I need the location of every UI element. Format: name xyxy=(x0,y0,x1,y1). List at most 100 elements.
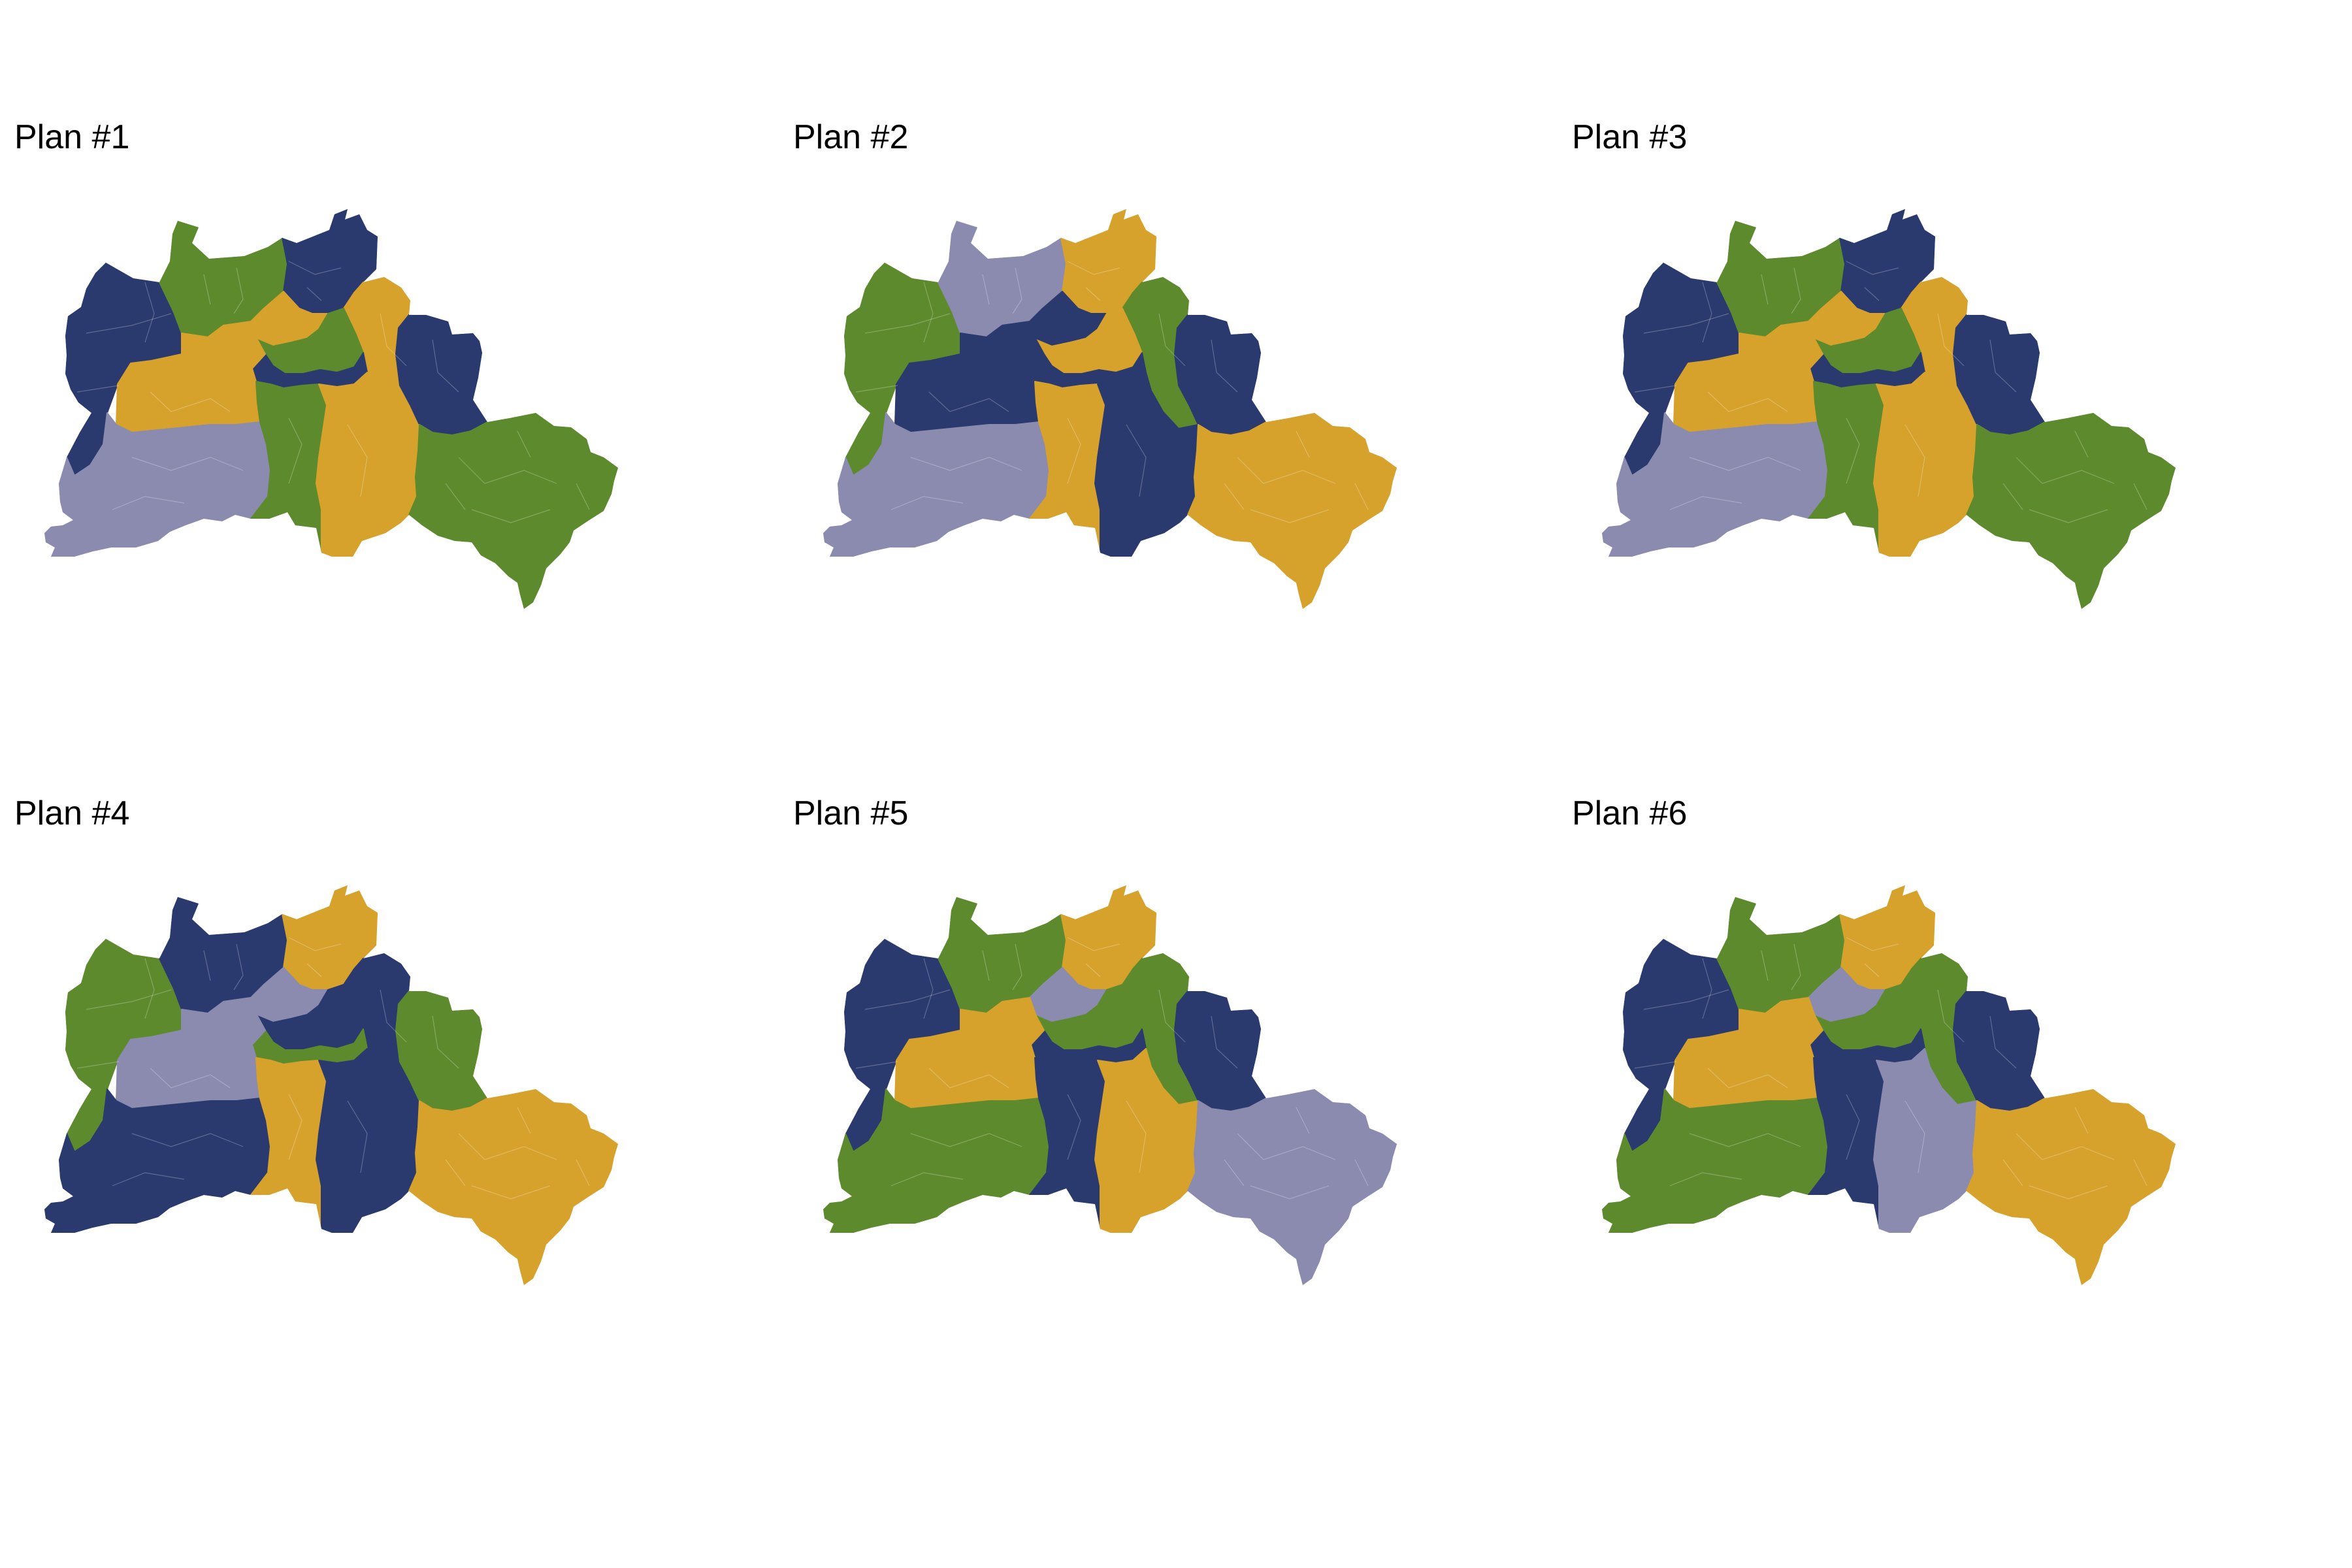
sub-district-boundary xyxy=(2074,1107,2089,1134)
sub-district-boundary xyxy=(1067,937,1120,951)
sub-district-boundary xyxy=(445,483,466,510)
sub-district-boundary xyxy=(131,1133,244,1147)
sub-district-boundary xyxy=(1989,339,2017,393)
sub-district-boundary xyxy=(288,937,342,951)
sub-district-boundary xyxy=(347,1100,368,1173)
district-southeast xyxy=(1966,1088,2176,1285)
sub-district-boundary xyxy=(1707,1068,1788,1088)
sub-district-boundary xyxy=(910,1133,1022,1147)
district-southeast xyxy=(408,412,618,609)
sub-district-boundary xyxy=(855,385,898,393)
sub-district-boundary xyxy=(306,963,322,977)
sub-district-boundary xyxy=(233,267,244,314)
sub-district-boundary xyxy=(1846,937,1899,951)
sub-district-boundary xyxy=(203,950,211,981)
district-south-center xyxy=(250,381,327,553)
sub-district-boundary xyxy=(1237,457,1336,484)
sub-district-boundary xyxy=(76,1061,120,1069)
plan-title: Plan #2 xyxy=(793,118,909,156)
sub-district-boundary xyxy=(1354,1159,1369,1186)
sub-district-boundary xyxy=(86,989,172,1010)
sub-district-boundary xyxy=(2029,509,2108,523)
sub-district-boundary xyxy=(1126,1100,1147,1173)
sub-district-boundary xyxy=(1634,1061,1677,1069)
sub-district-boundary xyxy=(233,943,244,990)
sub-district-boundary xyxy=(890,496,964,510)
district-southwest xyxy=(1602,412,1829,557)
plan-panel-2: Plan #2 xyxy=(793,118,1564,771)
sub-district-boundary xyxy=(1158,989,1186,1043)
sub-district-boundary xyxy=(982,274,990,305)
sub-district-boundary xyxy=(1250,509,1330,523)
districts-layer xyxy=(44,209,618,609)
district-south-center xyxy=(1029,381,1106,553)
sub-district-boundary xyxy=(1689,1133,1801,1147)
plan-map xyxy=(823,885,1397,1285)
sub-district-boundary xyxy=(458,1133,557,1160)
plan-map xyxy=(823,209,1397,609)
sub-district-boundary xyxy=(2016,1133,2115,1160)
sub-district-boundary xyxy=(576,483,590,510)
plan-panel-6: Plan #6 xyxy=(1572,794,2343,1447)
sub-district-boundary xyxy=(1067,417,1081,484)
sub-district-boundary xyxy=(1211,339,1238,393)
sub-district-boundary xyxy=(1067,261,1120,275)
sub-district-boundary xyxy=(1354,483,1369,510)
sub-district-boundary xyxy=(1669,1172,1742,1186)
district-southwest xyxy=(1602,1088,1829,1233)
sub-district-boundary xyxy=(855,1061,898,1069)
sub-district-boundary xyxy=(288,261,342,275)
sub-district-boundary xyxy=(2029,1185,2108,1200)
district-southeast xyxy=(1966,412,2176,609)
sub-district-boundary xyxy=(517,1107,531,1134)
district-south-center xyxy=(250,1057,327,1230)
sub-district-boundary xyxy=(1864,963,1880,977)
sub-district-boundary xyxy=(1224,1159,1245,1186)
sub-district-boundary xyxy=(380,313,407,367)
sub-district-boundary xyxy=(1158,313,1186,367)
sub-district-boundary xyxy=(86,313,172,334)
sub-district-boundary xyxy=(1689,457,1801,471)
sub-district-boundary xyxy=(1791,943,1801,990)
sub-district-boundary xyxy=(347,424,368,497)
sub-district-boundary xyxy=(928,391,1009,412)
districts-layer xyxy=(823,885,1397,1285)
district-southwest xyxy=(823,412,1050,557)
sub-district-boundary xyxy=(1864,287,1880,301)
sub-district-boundary xyxy=(1989,1015,2017,1069)
sub-district-boundary xyxy=(1126,424,1147,497)
sub-district-boundary xyxy=(1937,989,1965,1043)
sub-district-boundary xyxy=(1846,261,1899,275)
plan-map xyxy=(1602,885,2176,1285)
sub-district-boundary xyxy=(1761,274,1769,305)
district-southwest xyxy=(44,412,271,557)
sub-district-boundary xyxy=(576,1159,590,1186)
districts-layer xyxy=(1602,209,2176,609)
sub-district-boundary xyxy=(112,1172,185,1186)
sub-district-boundary xyxy=(2133,483,2148,510)
sub-district-boundary xyxy=(1296,431,1310,458)
sub-district-boundary xyxy=(144,958,155,1019)
sub-district-boundary xyxy=(288,1094,302,1160)
sub-district-boundary xyxy=(1937,313,1965,367)
sub-district-boundary xyxy=(864,989,951,1010)
district-south-center xyxy=(1808,381,1885,553)
plan-title: Plan #5 xyxy=(793,794,909,832)
sub-district-boundary xyxy=(910,457,1022,471)
sub-district-boundary xyxy=(150,1068,231,1088)
sub-district-boundary xyxy=(890,1172,964,1186)
sub-district-boundary xyxy=(1669,496,1742,510)
district-southeast xyxy=(408,1088,618,1285)
sub-district-boundary xyxy=(76,385,120,393)
sub-district-boundary xyxy=(471,1185,551,1200)
districts-layer xyxy=(44,885,618,1285)
sub-district-boundary xyxy=(445,1159,466,1186)
sub-district-boundary xyxy=(2016,457,2115,484)
plan-title: Plan #4 xyxy=(14,794,130,832)
plan-panel-4: Plan #4 xyxy=(14,794,785,1447)
sub-district-boundary xyxy=(112,496,185,510)
sub-district-boundary xyxy=(1643,313,1729,334)
plan-title: Plan #6 xyxy=(1572,794,1688,832)
sub-district-boundary xyxy=(1846,1094,1860,1160)
sub-district-boundary xyxy=(1250,1185,1330,1200)
